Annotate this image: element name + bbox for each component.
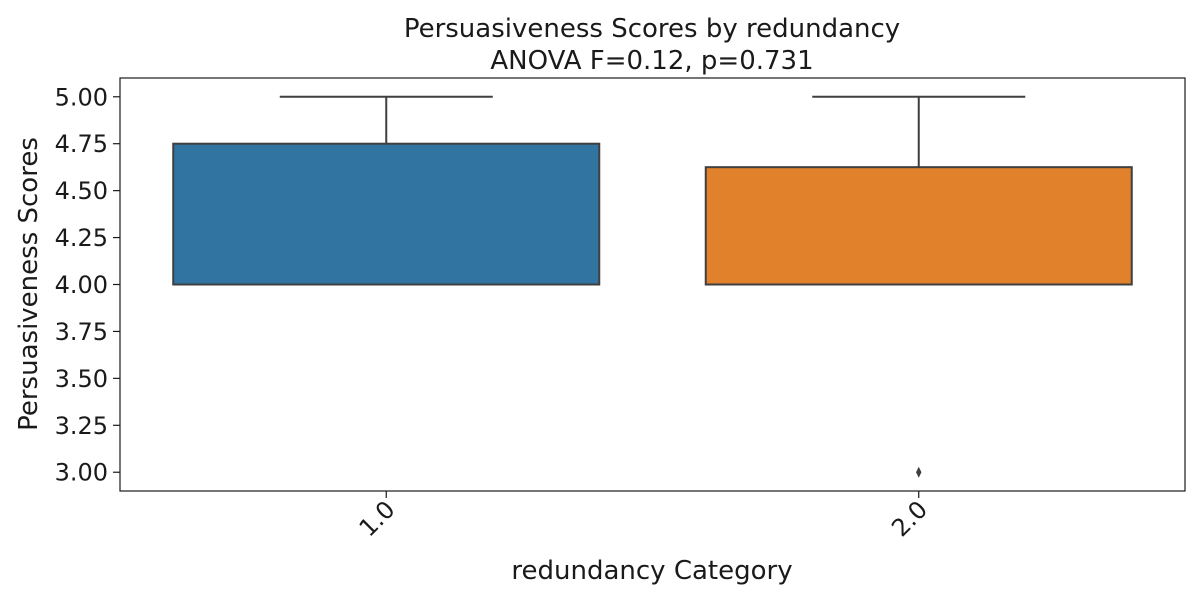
y-tick-label: 3.75 xyxy=(55,318,108,346)
y-tick-label: 3.00 xyxy=(55,459,108,487)
x-axis-label: redundancy Category xyxy=(511,556,792,586)
y-tick-label: 4.50 xyxy=(55,177,108,205)
x-axis: 1.0 2.0 xyxy=(354,491,933,542)
y-tick-label: 4.75 xyxy=(55,130,108,158)
y-tick-label: 5.00 xyxy=(55,83,108,111)
box-iqr xyxy=(172,142,601,286)
x-tick-label: 1.0 xyxy=(354,495,401,542)
box-group-2.0 xyxy=(704,95,1133,478)
chart-subtitle: ANOVA F=0.12, p=0.731 xyxy=(490,46,813,76)
box-iqr xyxy=(704,166,1133,286)
x-tick-label: 2.0 xyxy=(886,495,933,542)
boxes-layer xyxy=(172,95,1133,478)
y-axis-label: Persuasiveness Scores xyxy=(14,137,44,431)
y-tick-label: 3.50 xyxy=(55,365,108,393)
outlier-point xyxy=(916,466,922,478)
y-tick-label: 4.25 xyxy=(55,224,108,252)
y-tick-label: 4.00 xyxy=(55,271,108,299)
y-axis: 3.00 3.25 3.50 3.75 4.00 4.25 4.50 4.75 5.00 xyxy=(55,83,120,487)
y-tick-label: 3.25 xyxy=(55,412,108,440)
chart-title: Persuasiveness Scores by redundancy xyxy=(404,14,900,44)
box-group-1.0 xyxy=(172,95,601,286)
